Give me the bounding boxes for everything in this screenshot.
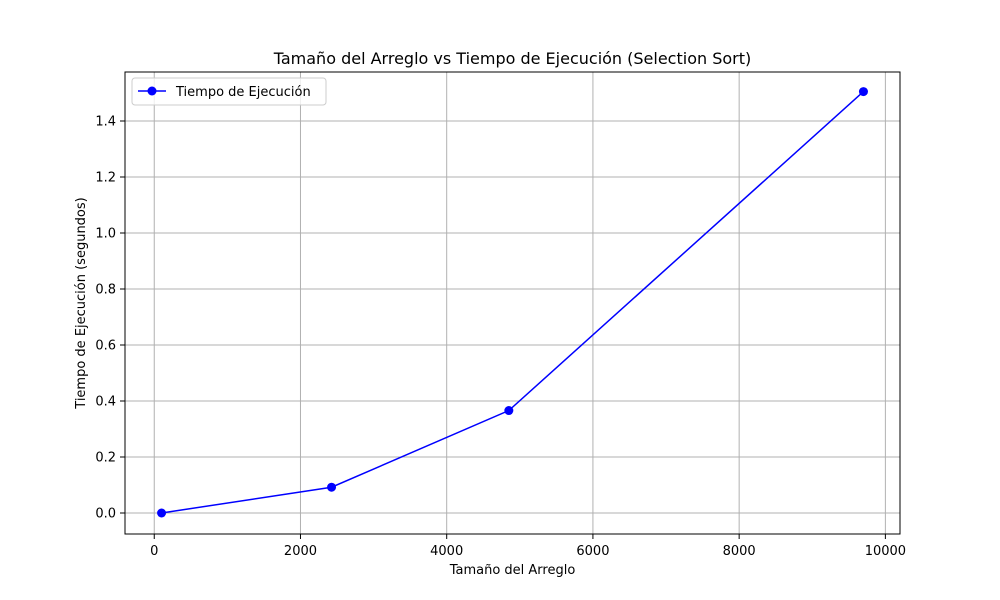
series-line — [161, 91, 864, 514]
y-tick-label: 1.4 — [95, 115, 116, 130]
plot-area — [125, 72, 900, 534]
grid-lines — [125, 72, 900, 534]
legend-box — [131, 77, 327, 106]
y-tick-label: 0.2 — [95, 451, 116, 466]
x-tick-label: 6000 — [576, 544, 609, 559]
legend-marker-swatch — [147, 86, 157, 96]
x-tick-label: 2000 — [284, 544, 317, 559]
x-axis-label: Tamaño del Arreglo — [449, 563, 576, 578]
data-point — [504, 406, 514, 416]
series-layer — [157, 87, 868, 518]
chart-title: Tamaño del Arreglo vs Tiempo de Ejecució… — [273, 49, 752, 68]
legend: Tiempo de Ejecución — [131, 77, 327, 106]
data-point — [157, 508, 167, 518]
x-tick-label: 0 — [150, 544, 158, 559]
x-tick-label: 10000 — [865, 544, 906, 559]
y-axis-ticks: 0.0 0.2 0.4 0.6 0.8 1.0 1.2 1.4 — [95, 115, 125, 522]
plot-frame — [124, 71, 901, 535]
x-axis-ticks: 0 2000 4000 6000 8000 10000 — [150, 534, 906, 559]
y-tick-label: 0.0 — [95, 507, 116, 522]
y-tick-label: 0.6 — [95, 339, 116, 354]
y-tick-label: 0.4 — [95, 395, 116, 410]
y-axis-label: Tiempo de Ejecución (segundos) — [74, 197, 89, 409]
y-tick-label: 1.0 — [95, 227, 116, 242]
legend-label: Tiempo de Ejecución — [175, 85, 311, 100]
data-point — [327, 482, 337, 492]
y-tick-label: 1.2 — [95, 171, 116, 186]
data-point — [858, 87, 868, 97]
y-tick-label: 0.8 — [95, 283, 116, 298]
x-tick-label: 8000 — [723, 544, 756, 559]
x-tick-label: 4000 — [430, 544, 463, 559]
